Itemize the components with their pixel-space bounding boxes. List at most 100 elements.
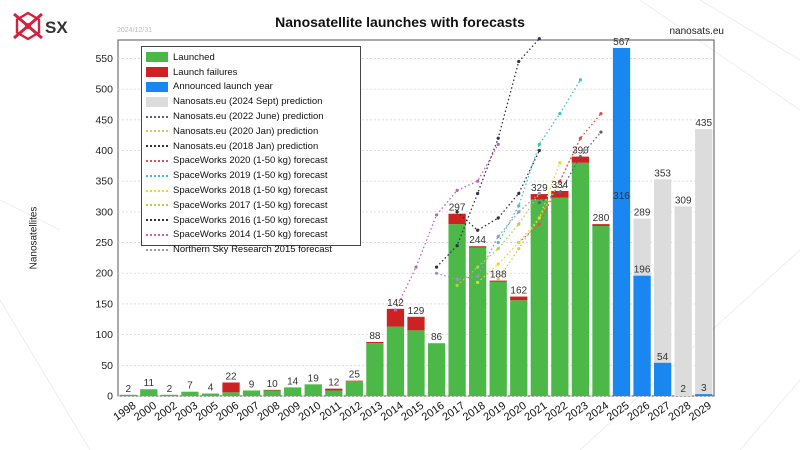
bar-value-label: 14 [287, 376, 299, 387]
y-tick-label: 500 [95, 84, 113, 96]
legend-line-swatch [146, 174, 168, 177]
y-tick-label: 550 [95, 53, 113, 65]
bar-value-label: 244 [469, 235, 486, 246]
forecast-point [537, 142, 541, 146]
chart-legend: Launched Launch failures Announced launch … [141, 46, 361, 255]
forecast-point [476, 191, 480, 196]
bar-value-label: 280 [593, 213, 610, 224]
bar-value-label: 86 [431, 332, 443, 343]
forecast-point [578, 78, 583, 82]
forecast-point [537, 222, 541, 226]
bar-value-label: 309 [675, 195, 692, 206]
bar-value-label: 25 [349, 370, 361, 381]
legend-item: Launch failures [146, 65, 356, 80]
legend-line-swatch [146, 219, 168, 222]
bar-value-label: 196 [634, 265, 651, 276]
forecast-point [455, 277, 459, 281]
launched-bar [263, 390, 281, 396]
launched-bar [119, 394, 137, 396]
forecast-point [517, 59, 521, 64]
source-label: nanosats.eu [669, 26, 725, 37]
forecast-point [393, 308, 398, 312]
forecast-point [558, 161, 562, 165]
launched-bar [510, 300, 528, 396]
bar-value-label: 334 [552, 180, 569, 191]
prediction-bar [674, 206, 692, 396]
announced-bar [633, 275, 651, 396]
bar-value-label: 54 [657, 352, 669, 363]
forecast-point [476, 265, 480, 269]
forecast-point [578, 155, 583, 159]
y-tick-label: 250 [95, 237, 113, 249]
bar-value-label: 329 [531, 183, 548, 194]
x-tick-label: 2029 [687, 400, 714, 424]
bar-value-label: 19 [308, 373, 320, 384]
launched-bar [366, 343, 384, 396]
bar-value-label: 142 [387, 298, 404, 309]
legend-item: Nanosats.eu (2018 Jan) prediction [146, 139, 356, 154]
legend-line-swatch [146, 115, 168, 118]
legend-item: Northern Sky Research 2015 forecast [146, 242, 356, 257]
launched-bar [284, 387, 302, 396]
forecast-point [434, 265, 439, 269]
forecast-point [517, 191, 521, 196]
forecast-point [414, 265, 418, 269]
bar-value-label: 289 [634, 208, 651, 219]
bar-value-label: 11 [144, 378, 155, 389]
prediction-bar [695, 129, 713, 396]
legend-label: Nanosats.eu (2022 June) prediction [173, 111, 324, 123]
brand-logo: SX [12, 10, 82, 42]
legend-line-swatch [146, 204, 168, 207]
failure-bar [407, 316, 425, 331]
bar-value-label: 188 [490, 270, 507, 281]
launched-bar [140, 389, 158, 396]
forecast-point [434, 271, 439, 275]
forecast-point [517, 247, 521, 251]
legend-item: Nanosats.eu (2022 June) prediction [146, 109, 356, 124]
forecast-point [558, 179, 562, 183]
launched-bar [345, 381, 363, 396]
bar-value-label: 2 [680, 384, 686, 395]
forecast-line [436, 192, 540, 281]
prediction-bar [653, 179, 672, 396]
legend-item: SpaceWorks 2020 (1-50 kg) forecast [146, 154, 356, 169]
bar-value-label: 297 [449, 203, 466, 214]
bar-value-label: 9 [249, 379, 255, 390]
legend-label: SpaceWorks 2018 (1-50 kg) forecast [173, 185, 328, 197]
y-tick-label: 350 [95, 176, 113, 188]
forecast-point [476, 179, 480, 183]
launched-bar [530, 199, 548, 396]
launched-bar [181, 391, 199, 396]
legend-item: Nanosats.eu (2020 Jan) prediction [146, 124, 356, 139]
legend-label: Announced launch year [173, 81, 273, 93]
forecast-point [599, 130, 603, 134]
legend-line-swatch [146, 145, 168, 148]
legend-swatch [146, 81, 168, 92]
legend-item: SpaceWorks 2019 (1-50 kg) forecast [146, 168, 356, 183]
announced-bar [612, 47, 631, 396]
legend-label: SpaceWorks 2019 (1-50 kg) forecast [173, 170, 328, 182]
bar-value-label: 390 [572, 146, 589, 157]
bar-value-label: 162 [510, 286, 527, 297]
forecast-point [496, 136, 500, 140]
bar-value-label: 22 [225, 371, 237, 382]
launched-bar [386, 326, 405, 396]
forecast-line [436, 38, 540, 268]
launched-bar [407, 330, 425, 396]
forecast-point [517, 204, 521, 208]
legend-label: Nanosats.eu (2024 Sept) prediction [173, 96, 323, 108]
forecast-point [537, 216, 541, 220]
forecast-point [517, 240, 521, 245]
failure-bar [366, 341, 384, 344]
forecast-point [496, 240, 500, 245]
chart-title: Nanosatellite launches with forecasts [275, 14, 525, 30]
failure-bar [263, 389, 281, 391]
failure-bar [345, 380, 363, 382]
bar-value-label: 129 [408, 306, 425, 317]
forecast-point [537, 148, 541, 153]
legend-line-swatch [146, 189, 168, 192]
launched-bar [427, 343, 446, 396]
bar-value-label: 353 [654, 168, 671, 179]
forecast-point [558, 190, 562, 194]
forecast-point [434, 213, 439, 217]
